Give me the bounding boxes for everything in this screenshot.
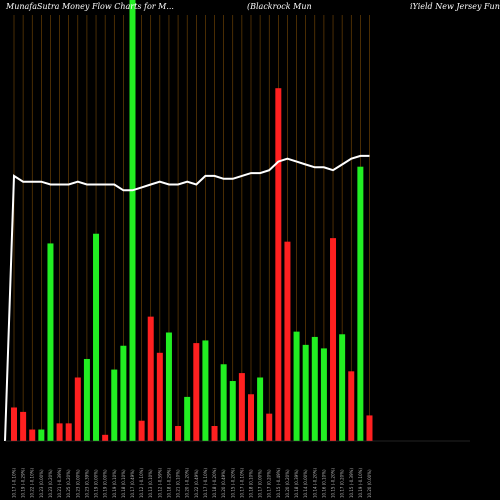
tick-label: 10.23 (0.00%) [75,469,80,498]
bar [165,332,172,441]
tick-label: 10.15 (-0.39%) [349,468,354,498]
tick-label: 10.20 (-0.20%) [185,468,190,498]
bar [56,423,63,441]
bar [302,344,309,441]
bar [284,241,291,441]
bar [202,340,209,441]
tick-label: 10.18 (-0.29%) [166,468,171,498]
bar [320,348,327,441]
tick-label: 10.21 (0.10%) [176,469,181,498]
bar [129,0,136,441]
x-tick-labels: 10.17 (-0.10%) 10.19 (-0.29%) 10.22 (-0.10… [12,468,372,498]
bar [11,407,17,441]
bar [147,316,154,441]
bar [293,331,300,441]
tick-label: 10.23 (0.00%) [39,469,44,498]
tick-label: 10.18 (0.10%) [121,469,126,498]
bar [38,429,45,441]
bar [311,336,318,441]
tick-label: 10.12 (-0.59%) [157,468,162,498]
tick-label: 10.17 (-0.10%) [239,468,244,498]
tick-label: 10.17 (0.00%) [258,469,263,498]
bar [220,364,227,441]
bar [184,396,191,441]
bar [102,434,109,441]
bar [74,377,81,441]
tick-label: 10.15 (-0.49%) [276,468,281,498]
tick-label: 10.22 (0.49%) [194,469,199,498]
price-line [4,154,370,442]
tick-label: 10.20 (0.49%) [221,469,226,498]
tick-label: 10.19 (0.00%) [94,469,99,498]
bar [266,413,273,441]
bar [339,334,346,441]
bar [47,243,54,441]
tick-label: 10.14 (0.00%) [303,469,308,498]
tick-label: 10.25 (0.20%) [66,469,71,498]
bar [111,369,118,441]
bar [275,88,282,441]
bar [211,426,218,441]
bar [348,371,355,441]
bar [65,423,72,441]
bar-series [11,0,373,441]
tick-label: 10.13 (0.10%) [148,469,153,498]
tick-label: 10.22 (-0.10%) [30,468,35,498]
bar [193,343,200,441]
tick-label: 10.19 (0.10%) [112,469,117,498]
bar [229,381,236,441]
bar [330,238,337,441]
bar [238,373,245,441]
bar [357,166,364,441]
tick-label: 10.18 (-0.20%) [212,468,217,498]
bar [83,358,90,441]
tick-label: 10.23 (0.20%) [48,469,53,498]
tick-label: 10.15 (-0.20%) [230,468,235,498]
chart-title-right: iYield New Jersey Fund, [410,2,500,11]
bar [366,415,373,441]
tick-label: 10.19 (0.00%) [103,469,108,498]
tick-label: 10.19 (-0.29%) [21,468,26,498]
bar [138,420,145,441]
bar [120,345,127,441]
tick-label: 10.17 (0.20%) [267,469,272,498]
tick-label: 10.15 (-0.20%) [331,468,336,498]
chart-title-left: MunafaSutra Money Flow Charts for M... [5,2,174,11]
chart-title-mid: (Blackrock Mun [247,2,312,11]
tick-label: 10.14 (-0.20%) [312,468,317,498]
tick-label: 10.17 (0.20%) [340,469,345,498]
tick-label: 10.17 (-0.10%) [203,468,208,498]
tick-label: 10.23 (0.39%) [84,469,89,498]
tick-label: 10.12 (-0.10%) [139,468,144,498]
tick-label: 10.18 (0.39%) [294,469,299,498]
tick-label: 10.16 (0.10%) [321,469,326,498]
bar [20,411,27,441]
tick-label: 10.18 (0.10%) [248,469,253,498]
tick-label: 10.21 (-0.39%) [57,468,62,498]
bar [247,394,254,441]
tick-label: 10.20 (0.00%) [367,469,372,498]
tick-label: 10.17 (0.49%) [130,469,135,498]
tick-label: 10.17 (-0.10%) [12,468,17,498]
bar [29,429,36,441]
bar [156,352,163,441]
bar [93,233,100,441]
tick-label: 10.20 (0.20%) [285,469,290,498]
bar [175,426,182,441]
bar [257,377,264,441]
tick-label: 10.19 (-0.10%) [358,468,363,498]
